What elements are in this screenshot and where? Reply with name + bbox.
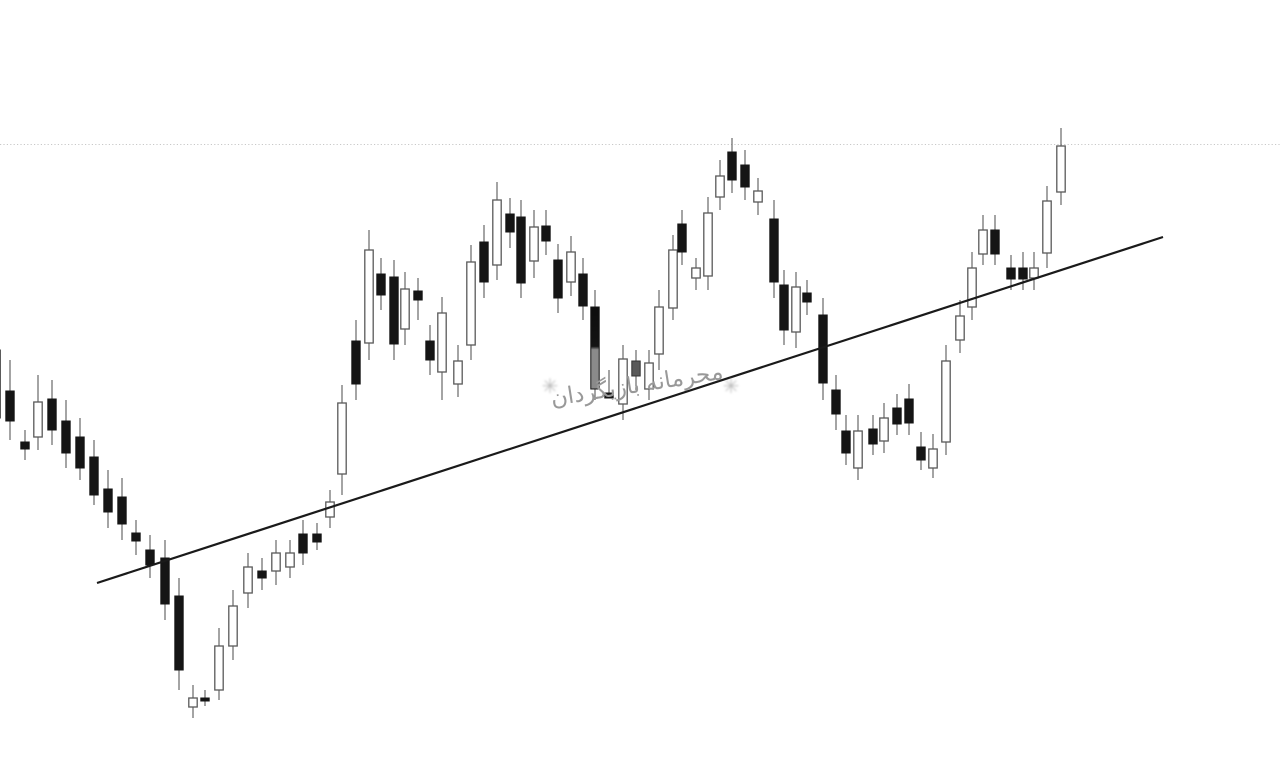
svg-text:✳: ✳ [542,376,559,398]
svg-text:✳: ✳ [723,376,740,398]
svg-text:محرمانه بازیگردان: محرمانه بازیگردان [549,358,725,412]
